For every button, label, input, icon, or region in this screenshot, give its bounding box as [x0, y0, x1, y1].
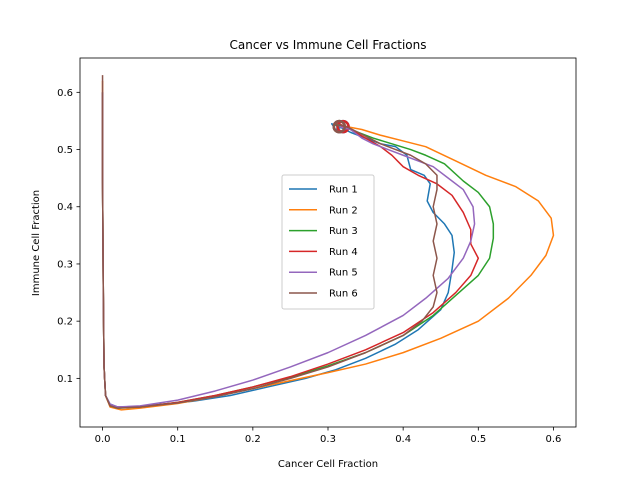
legend-label: Run 6 [329, 289, 358, 300]
x-tick-label: 0.0 [95, 434, 111, 445]
x-tick-label: 0.4 [395, 434, 411, 445]
legend: Run 1 Run 2 Run 3 Run 4 Run 5 Run 6 [281, 174, 375, 310]
series-line-run-6 [101, 75, 438, 409]
x-tick-label: 0.5 [470, 434, 486, 445]
legend-label: Run 3 [329, 226, 358, 237]
x-axis-label: Cancer Cell Fraction [278, 459, 378, 470]
series-endpoint-cluster [332, 119, 347, 134]
legend-box [281, 174, 375, 310]
series-layer [101, 75, 555, 411]
series-line-run-2 [101, 80, 555, 411]
x-tick-label: 0.2 [245, 434, 261, 445]
y-tick-label: 0.2 [57, 317, 73, 328]
legend-label: Run 2 [329, 205, 358, 216]
x-tick-label: 0.6 [546, 434, 562, 445]
y-tick-label: 0.5 [57, 145, 73, 156]
y-axis: 0.1 0.2 0.3 0.4 0.5 0.6 [57, 88, 80, 385]
legend-label: Run 5 [329, 268, 358, 279]
y-tick-label: 0.1 [57, 374, 73, 385]
y-axis-label: Immune Cell Fraction [31, 190, 42, 296]
y-tick-label: 0.6 [57, 88, 73, 99]
y-tick-label: 0.3 [57, 259, 73, 270]
x-tick-label: 0.3 [320, 434, 336, 445]
y-tick-label: 0.4 [57, 202, 73, 213]
legend-label: Run 1 [329, 185, 358, 196]
x-tick-label: 0.1 [170, 434, 186, 445]
x-axis: 0.0 0.1 0.2 0.3 0.4 0.5 0.6 [95, 427, 562, 445]
chart-title: Cancer vs Immune Cell Fractions [230, 38, 427, 52]
legend-label: Run 4 [329, 247, 358, 258]
